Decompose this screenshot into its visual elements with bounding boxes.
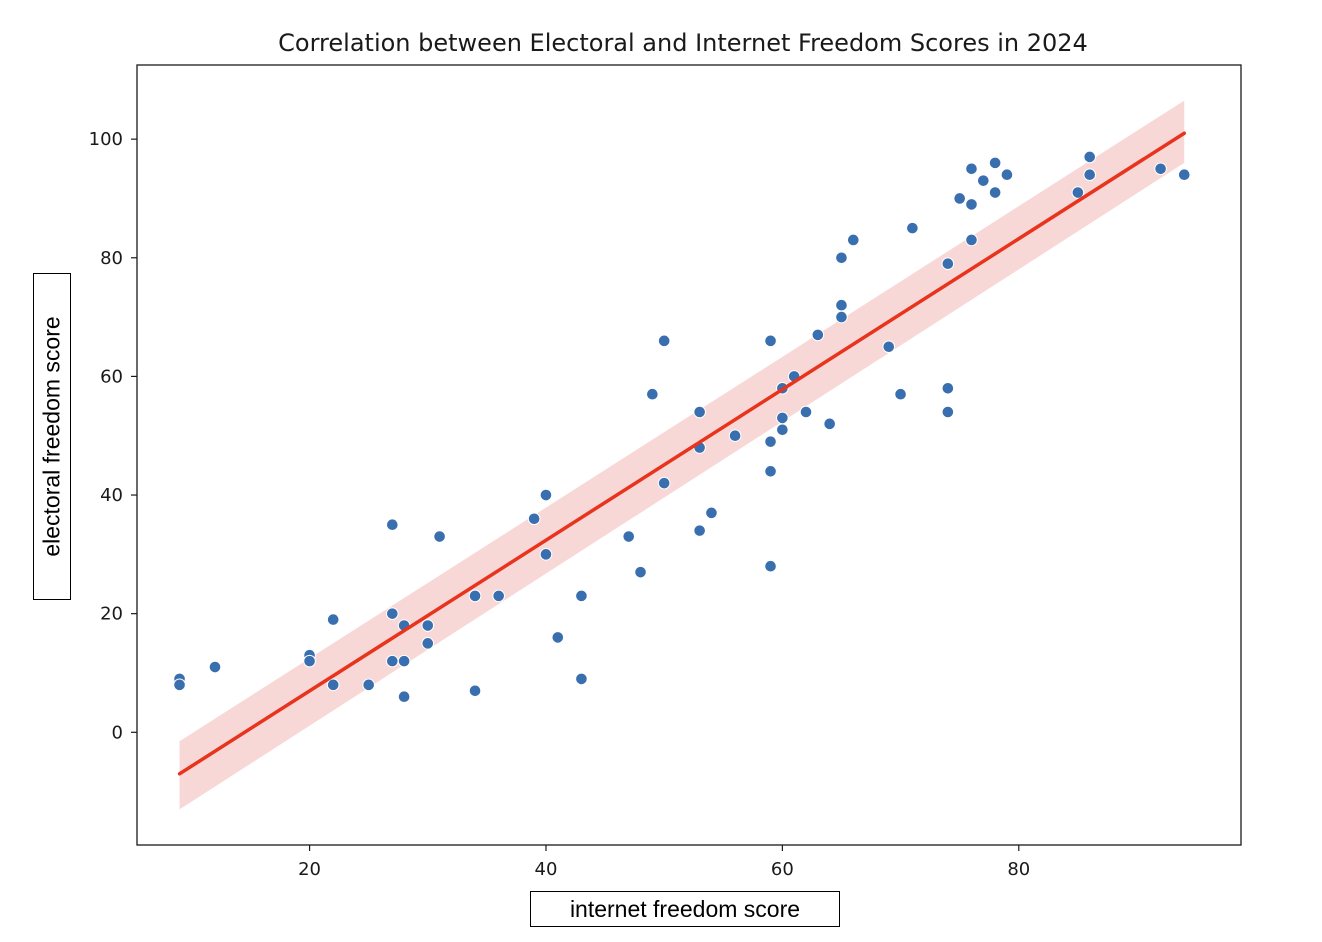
data-point [303,654,316,668]
data-point [1083,168,1097,182]
data-point [988,156,1002,170]
y-tick-label: 20 [100,604,123,625]
data-point [846,233,860,247]
data-point [1083,150,1097,164]
data-point [1071,186,1085,199]
data-point [657,476,671,490]
data-point [1177,168,1191,182]
data-point [764,559,777,573]
x-axis-label: internet freedom score [530,891,840,927]
regression-line [177,131,1187,776]
y-tick-label: 80 [100,248,123,269]
data-point [527,512,541,526]
data-point [433,530,446,543]
data-point [1000,168,1014,182]
data-point [965,233,978,247]
data-point [208,660,222,674]
plot-frame [136,64,1242,846]
data-point [764,435,777,448]
data-point [835,310,848,324]
y-axis-label: electoral freedom score [33,273,71,600]
data-point [468,684,482,698]
data-point [965,198,978,211]
y-tick-label: 100 [89,129,123,150]
data-point [397,690,411,704]
x-axis-label-text: internet freedom score [569,895,801,922]
data-point [835,298,848,312]
data-point [693,524,706,537]
data-point [575,589,588,603]
y-axis-label-text: electoral freedom score [38,316,65,557]
x-tick-label: 20 [298,859,321,880]
y-tick-label: 0 [112,722,123,743]
data-point [492,589,505,603]
data-point [835,251,848,265]
data-point [811,328,825,342]
data-point [173,678,186,692]
data-point [657,334,671,348]
y-tick-label: 40 [100,485,123,506]
data-point [362,678,375,692]
data-point [953,192,966,205]
data-point [386,654,399,668]
y-tick-label: 60 [100,366,123,387]
x-tick-label: 40 [535,859,558,880]
data-point [988,186,1002,199]
data-point [397,654,411,668]
data-point [551,631,565,644]
x-tick-label: 80 [1007,859,1030,880]
data-point [421,619,435,632]
data-point [941,405,955,419]
data-point [728,429,742,443]
data-point [705,506,718,520]
data-point [386,607,399,620]
data-point [823,417,836,431]
data-point [977,174,990,187]
data-point [634,565,647,579]
data-point [799,405,813,419]
data-point [965,162,978,176]
data-point [539,548,553,561]
data-point [646,387,659,401]
data-point [776,423,789,437]
data-point [468,589,482,603]
data-point [941,257,955,271]
data-point [776,411,789,425]
chart-title: Correlation between Electoral and Intern… [278,29,1088,57]
data-point [906,221,919,235]
plot-area: 20 40 60 80 0 20 40 60 80 100 [89,64,1242,880]
data-point [894,387,907,401]
data-point [575,672,588,686]
data-point [386,518,399,531]
data-point [882,340,896,354]
data-point [764,465,777,478]
data-point [622,530,636,543]
data-point [764,334,777,348]
data-point [539,488,553,502]
data-point [421,637,435,650]
data-point [1154,162,1167,176]
data-point [941,381,955,395]
data-point [693,405,706,419]
data-point [326,613,340,626]
x-tick-label: 60 [771,859,794,880]
data-point [326,678,340,692]
